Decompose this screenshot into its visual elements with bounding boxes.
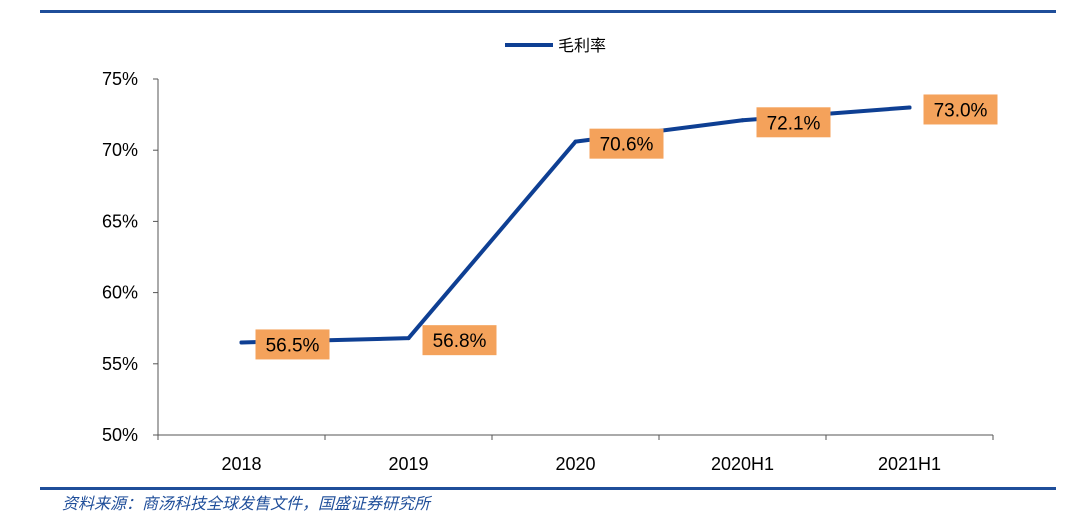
- data-label-box: [756, 107, 831, 138]
- x-tick-label: 2020H1: [711, 454, 774, 474]
- legend: 毛利率: [505, 36, 606, 55]
- y-axis: 50% 55% 60% 65% 70% 75%: [102, 69, 159, 445]
- data-label: 56.5%: [266, 335, 320, 356]
- data-label-box: [589, 128, 664, 159]
- x-axis: 2018 2019 2020 2020H1 2021H1: [157, 434, 994, 474]
- x-tick-label: 2020: [555, 454, 595, 474]
- x-tick-label: 2019: [388, 454, 428, 474]
- bottom-rule: [40, 487, 1056, 490]
- x-tick-label: 2021H1: [878, 454, 941, 474]
- source-note: 资料来源：商汤科技全球发售文件，国盛证券研究所: [62, 494, 431, 513]
- y-tick-label: 50%: [102, 425, 138, 445]
- top-rule: [40, 10, 1056, 13]
- x-tick-label: 2018: [221, 454, 261, 474]
- data-point: [573, 139, 578, 144]
- y-tick-label: 65%: [102, 211, 138, 231]
- y-tick-label: 75%: [102, 69, 138, 89]
- data-label-box: [255, 329, 330, 360]
- data-label: 73.0%: [934, 100, 988, 121]
- series: [239, 105, 912, 345]
- data-point: [907, 105, 912, 110]
- data-point: [406, 336, 411, 341]
- data-label-box: [923, 94, 998, 125]
- data-label: 70.6%: [600, 135, 654, 156]
- y-tick-label: 70%: [102, 140, 138, 160]
- line-chart: 毛利率 50% 55% 60% 65% 70% 75% 2018 2019 2020 2020H…: [102, 36, 998, 474]
- data-labels: 56.5% 56.8% 70.6% 72.1% 73.0%: [255, 94, 998, 360]
- data-label: 72.1%: [767, 113, 821, 134]
- y-tick-label: 60%: [102, 283, 138, 303]
- data-point: [239, 340, 244, 345]
- y-tick-label: 55%: [102, 354, 138, 374]
- data-point: [740, 118, 745, 123]
- data-label-box: [422, 325, 497, 356]
- data-label: 56.8%: [433, 331, 487, 352]
- legend-label: 毛利率: [558, 36, 606, 55]
